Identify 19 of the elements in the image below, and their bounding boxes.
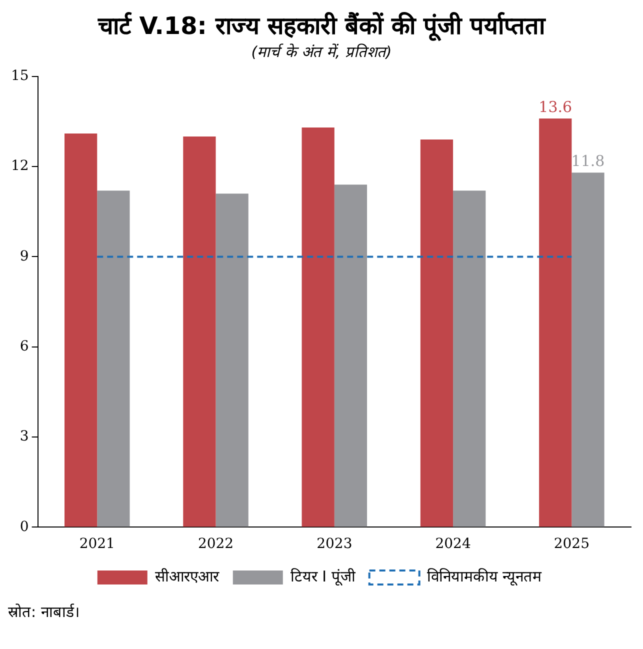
x-tick-label: 2025	[554, 536, 590, 552]
x-tick-label: 2023	[316, 536, 352, 552]
text: स्रोत: नाबार्ड।	[8, 602, 81, 621]
y-tick-label: 12	[10, 158, 29, 174]
chart-title: चार्ट V.18: राज्य सहकारी बैंकों की पूंजी पर्याप्तता	[96, 11, 547, 41]
y-tick-label: 0	[20, 518, 29, 535]
x-tick-label: 2024	[435, 536, 471, 552]
x-tick-label: 2021	[79, 536, 115, 552]
data-label: 11.8	[571, 152, 605, 170]
data-label: 13.6	[538, 98, 572, 116]
y-tick-label: 15	[10, 68, 29, 84]
legend-label: सीआरएआर	[154, 567, 220, 586]
y-tick-label: 6	[20, 338, 29, 355]
legend-label: विनियामकीय न्यूनतम	[426, 567, 543, 586]
chart-subtitle: (मार्च के अंत में, प्रतिशत)	[250, 42, 393, 61]
x-tick-label: 2022	[198, 536, 234, 552]
y-tick-label: 3	[20, 428, 29, 445]
legend-label: टियर I पूंजी	[290, 567, 356, 586]
y-tick-label: 9	[20, 248, 29, 264]
